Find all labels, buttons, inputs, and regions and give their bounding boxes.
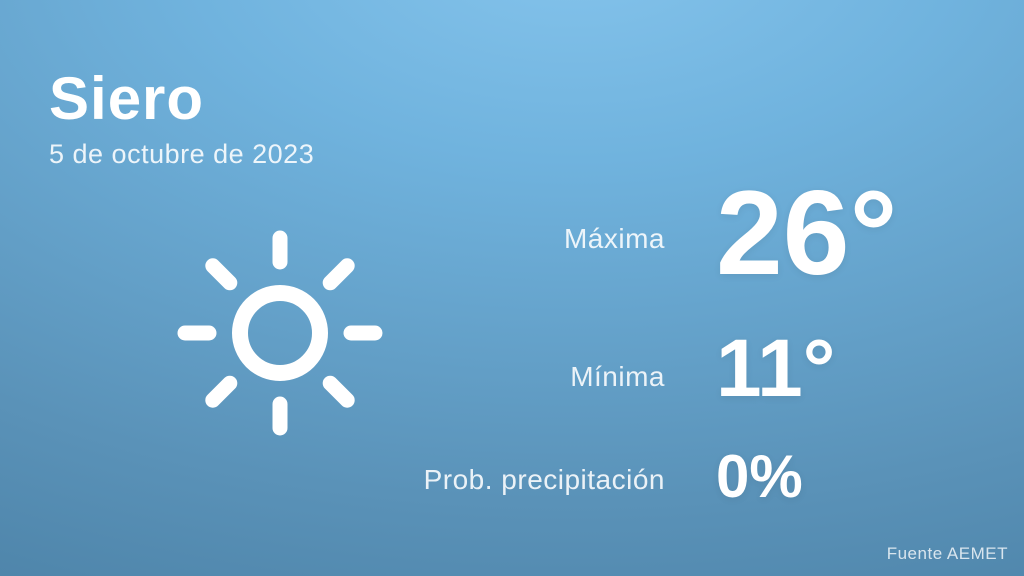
max-temp-label: Máxima <box>563 223 665 254</box>
location-title: Siero <box>49 65 205 132</box>
precipitation-probability-value: 0% <box>716 443 803 510</box>
max-temp-value: 26° <box>716 166 898 300</box>
min-temp-label: Mínima <box>570 361 665 392</box>
header: Siero 5 de octubre de 2023 <box>49 69 314 170</box>
precipitation-probability-label: Prob. precipitación <box>423 464 665 495</box>
sun-icon <box>170 223 390 443</box>
min-temp-value: 11° <box>716 323 836 414</box>
source-attribution: Fuente AEMET <box>886 544 1008 563</box>
date-subtitle: 5 de octubre de 2023 <box>49 139 315 169</box>
